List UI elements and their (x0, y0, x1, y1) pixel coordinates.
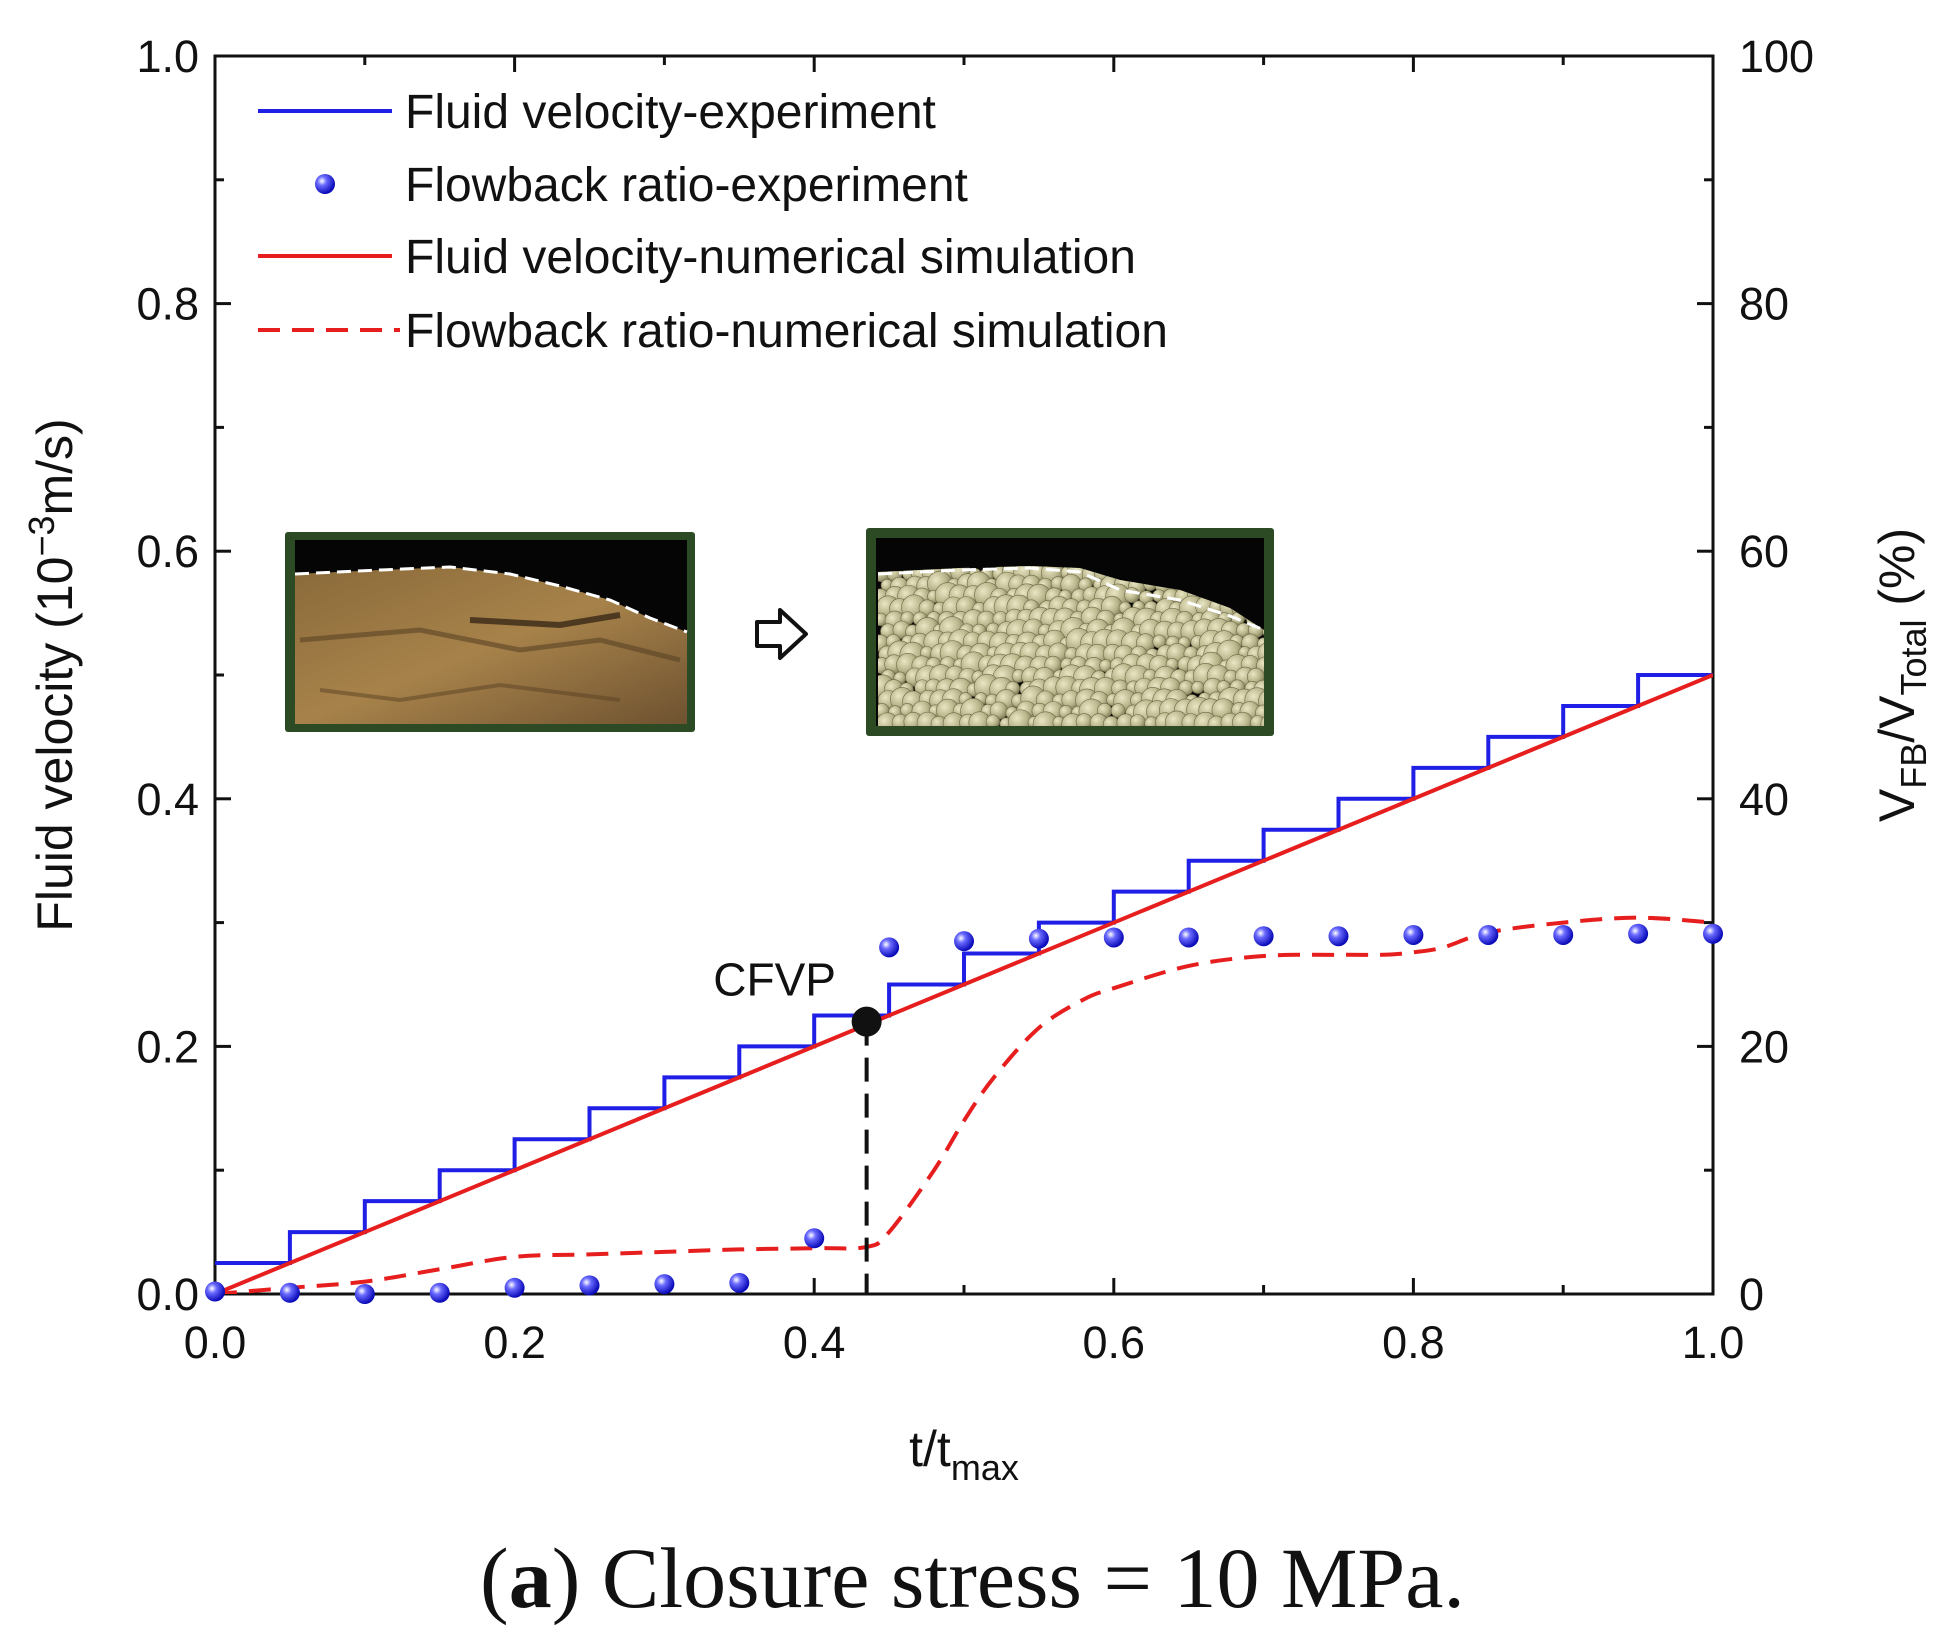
series-flowback-ratio-experiment (205, 923, 1723, 1304)
x-tick-label: 0.6 (1083, 1317, 1146, 1368)
cfvp-marker (851, 1006, 882, 1037)
data-point (729, 1272, 750, 1293)
data-point (1703, 923, 1723, 944)
y2-tick-label: 60 (1739, 526, 1789, 577)
series-flowback-ratio-simulation (215, 915, 1713, 1294)
grain (1262, 623, 1264, 639)
data-point (1103, 927, 1124, 948)
y-axis-title: Fluid velocity (10−3m/s) (21, 418, 83, 931)
inset-simulation-image (866, 528, 1274, 736)
legend-label-2: Fluid velocity-numerical simulation (405, 231, 1136, 284)
right-arrow-icon (755, 608, 808, 660)
data-point (1328, 926, 1349, 947)
y2-tick-label: 80 (1739, 279, 1789, 330)
data-point (279, 1282, 300, 1303)
data-point (1628, 923, 1649, 944)
data-point (504, 1277, 525, 1298)
y2-tick-label: 100 (1739, 31, 1814, 82)
data-point (1028, 928, 1049, 949)
legend-swatch-blue-marker (315, 174, 335, 194)
grain (1260, 713, 1264, 726)
inset-experiment-image (285, 532, 695, 732)
y-tick-label: 0.6 (136, 526, 199, 577)
legend-label-3: Flowback ratio-numerical simulation (405, 305, 1168, 358)
y-tick-label: 1.0 (136, 31, 199, 82)
grain (985, 714, 1001, 726)
grain (1250, 715, 1264, 726)
x-tick-label: 0.0 (184, 1317, 247, 1368)
data-point (579, 1275, 600, 1296)
data-point (954, 931, 974, 952)
y2-tick-label: 20 (1739, 1021, 1789, 1072)
data-point (1178, 927, 1199, 948)
caption-text: Closure stress = 10 MPa. (601, 1530, 1465, 1626)
y-axis-right: 0 20 40 60 80 100 (1697, 31, 1814, 1320)
grain (1258, 688, 1264, 715)
x-tick-label: 1.0 (1682, 1317, 1745, 1368)
y-axis-left: 0.0 0.2 0.4 0.6 0.8 1.0 (136, 31, 231, 1320)
x-tick-label: 0.4 (783, 1317, 846, 1368)
data-point (804, 1228, 825, 1249)
data-point (429, 1282, 450, 1303)
data-point (654, 1274, 675, 1295)
data-point (205, 1281, 225, 1302)
data-point (354, 1284, 375, 1304)
y-tick-label: 0.2 (136, 1021, 199, 1072)
y2-tick-label: 0 (1739, 1269, 1764, 1320)
data-point (879, 937, 900, 958)
x-axis: 0.0 0.2 0.4 0.6 0.8 1.0 (184, 56, 1745, 1368)
x-tick-label: 0.2 (483, 1317, 546, 1368)
caption-label: a (508, 1530, 552, 1626)
series-fluid-velocity-simulation (215, 673, 1713, 1294)
y-tick-label: 0.8 (136, 279, 199, 330)
data-point (1478, 924, 1499, 945)
data-point (1403, 924, 1424, 945)
chart: 0.0 0.2 0.4 0.6 0.8 1.0 0.0 0.2 0.4 0.6 0.8 1.0 0 2… (21, 31, 1934, 1488)
data-point (1553, 924, 1574, 945)
data-point (1253, 926, 1274, 947)
y2-axis-title: VFB/VTotal (%) (1869, 528, 1934, 822)
legend: Fluid velocity-experiment Flowback ratio… (258, 86, 1168, 358)
legend-label-0: Fluid velocity-experiment (405, 86, 936, 139)
x-tick-label: 0.8 (1382, 1317, 1445, 1368)
y2-tick-label: 40 (1739, 774, 1789, 825)
figure-caption: (a) Closure stress = 10 MPa. (480, 1530, 1465, 1626)
series-fluid-velocity-experiment (215, 673, 1713, 1266)
cfvp-label: CFVP (713, 954, 836, 1006)
y-tick-label: 0.4 (136, 774, 199, 825)
legend-label-1: Flowback ratio-experiment (405, 159, 968, 212)
grain (1191, 680, 1205, 694)
x-axis-title: t/tmax (909, 1421, 1019, 1488)
y-tick-label: 0.0 (136, 1269, 199, 1320)
